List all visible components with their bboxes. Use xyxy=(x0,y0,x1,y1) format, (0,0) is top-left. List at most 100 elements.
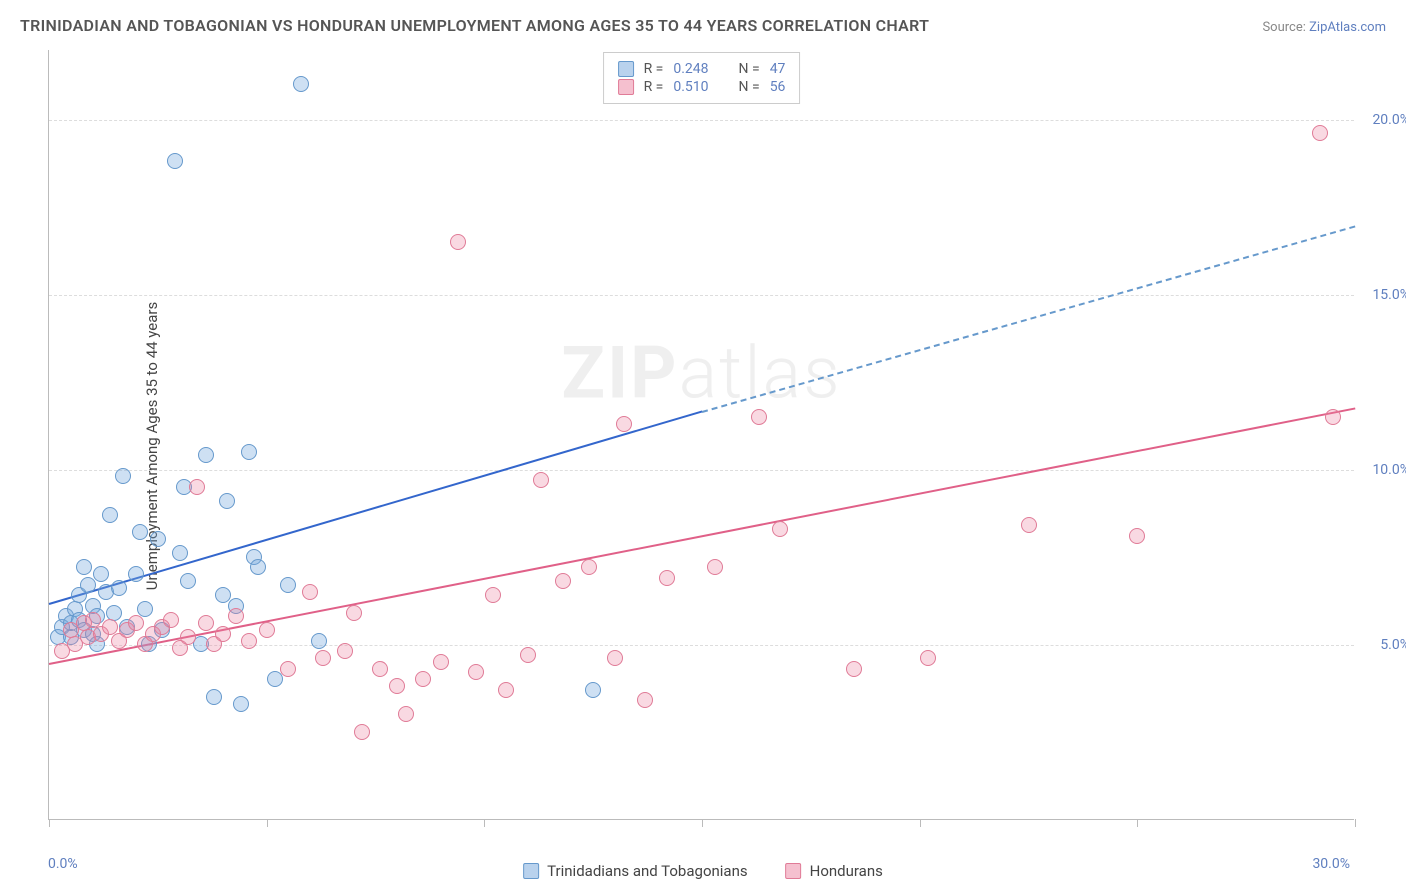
scatter-point xyxy=(415,671,431,687)
scatter-point xyxy=(215,626,231,642)
scatter-point xyxy=(315,650,331,666)
scatter-point xyxy=(259,622,275,638)
scatter-point xyxy=(772,521,788,537)
x-tick xyxy=(1355,819,1356,827)
correlation-chart: TRINIDADIAN AND TOBAGONIAN VS HONDURAN U… xyxy=(0,0,1406,892)
scatter-point xyxy=(163,612,179,628)
scatter-point xyxy=(241,444,257,460)
y-tick-label: 5.0% xyxy=(1380,637,1406,653)
scatter-point xyxy=(1312,125,1328,141)
plot-area: ZIPatlas R = 0.248 N = 47 R = 0.510 N = … xyxy=(48,50,1354,820)
x-tick xyxy=(702,819,703,827)
x-tick xyxy=(1137,819,1138,827)
scatter-point xyxy=(1325,409,1341,425)
scatter-point xyxy=(128,566,144,582)
scatter-point xyxy=(533,472,549,488)
chart-title: TRINIDADIAN AND TOBAGONIAN VS HONDURAN U… xyxy=(20,16,929,35)
scatter-point xyxy=(111,580,127,596)
scatter-point xyxy=(520,647,536,663)
r-value: 0.510 xyxy=(673,79,708,95)
scatter-point xyxy=(180,573,196,589)
scatter-point xyxy=(93,566,109,582)
legend-item-series2: Hondurans xyxy=(786,862,883,880)
scatter-point xyxy=(228,608,244,624)
x-tick-label-max: 30.0% xyxy=(1312,856,1350,872)
n-label: N = xyxy=(739,79,760,95)
source-attribution: Source: ZipAtlas.com xyxy=(1262,20,1386,35)
scatter-point xyxy=(468,664,484,680)
scatter-point xyxy=(280,661,296,677)
series-legend: Trinidadians and Tobagonians Hondurans xyxy=(523,862,883,880)
scatter-point xyxy=(354,724,370,740)
scatter-point xyxy=(1129,528,1145,544)
r-label: R = xyxy=(644,61,664,77)
scatter-point xyxy=(241,633,257,649)
trend-line xyxy=(702,225,1356,412)
scatter-point xyxy=(450,234,466,250)
source-value: ZipAtlas.com xyxy=(1309,20,1386,35)
legend-label: Trinidadians and Tobagonians xyxy=(547,862,747,880)
grid-line xyxy=(49,295,1354,296)
x-tick xyxy=(484,819,485,827)
scatter-point xyxy=(707,559,723,575)
y-tick-label: 15.0% xyxy=(1372,287,1406,303)
scatter-point xyxy=(115,468,131,484)
swatch-blue xyxy=(618,61,634,77)
x-tick-label-min: 0.0% xyxy=(48,856,78,872)
scatter-point xyxy=(846,661,862,677)
n-label: N = xyxy=(739,61,760,77)
scatter-point xyxy=(302,584,318,600)
r-label: R = xyxy=(644,79,664,95)
scatter-point xyxy=(198,447,214,463)
scatter-point xyxy=(485,587,501,603)
stats-legend: R = 0.248 N = 47 R = 0.510 N = 56 xyxy=(603,52,801,104)
scatter-point xyxy=(180,629,196,645)
scatter-point xyxy=(585,682,601,698)
scatter-point xyxy=(751,409,767,425)
scatter-point xyxy=(102,507,118,523)
stats-row-series1: R = 0.248 N = 47 xyxy=(618,61,786,77)
scatter-point xyxy=(659,570,675,586)
scatter-point xyxy=(132,524,148,540)
scatter-point xyxy=(372,661,388,677)
scatter-point xyxy=(616,416,632,432)
x-tick xyxy=(49,819,50,827)
scatter-point xyxy=(581,559,597,575)
scatter-point xyxy=(167,153,183,169)
scatter-point xyxy=(172,545,188,561)
x-tick xyxy=(267,819,268,827)
scatter-point xyxy=(280,577,296,593)
y-tick-label: 20.0% xyxy=(1372,112,1406,128)
scatter-point xyxy=(80,577,96,593)
scatter-point xyxy=(1021,517,1037,533)
source-label: Source: xyxy=(1262,20,1305,35)
legend-item-series1: Trinidadians and Tobagonians xyxy=(523,862,747,880)
stats-row-series2: R = 0.510 N = 56 xyxy=(618,79,786,95)
scatter-point xyxy=(128,615,144,631)
trend-line xyxy=(49,411,703,605)
watermark: ZIPatlas xyxy=(561,330,841,415)
scatter-point xyxy=(555,573,571,589)
grid-line xyxy=(49,120,1354,121)
scatter-point xyxy=(267,671,283,687)
legend-label: Hondurans xyxy=(810,862,883,880)
swatch-blue xyxy=(523,863,539,879)
scatter-point xyxy=(150,531,166,547)
swatch-pink xyxy=(786,863,802,879)
scatter-point xyxy=(920,650,936,666)
scatter-point xyxy=(346,605,362,621)
scatter-point xyxy=(233,696,249,712)
scatter-point xyxy=(637,692,653,708)
scatter-point xyxy=(498,682,514,698)
scatter-point xyxy=(137,601,153,617)
n-value: 56 xyxy=(770,79,786,95)
scatter-point xyxy=(433,654,449,670)
scatter-point xyxy=(398,706,414,722)
x-tick xyxy=(920,819,921,827)
y-tick-label: 10.0% xyxy=(1372,462,1406,478)
scatter-point xyxy=(337,643,353,659)
scatter-point xyxy=(250,559,266,575)
scatter-point xyxy=(219,493,235,509)
scatter-point xyxy=(293,76,309,92)
r-value: 0.248 xyxy=(673,61,708,77)
